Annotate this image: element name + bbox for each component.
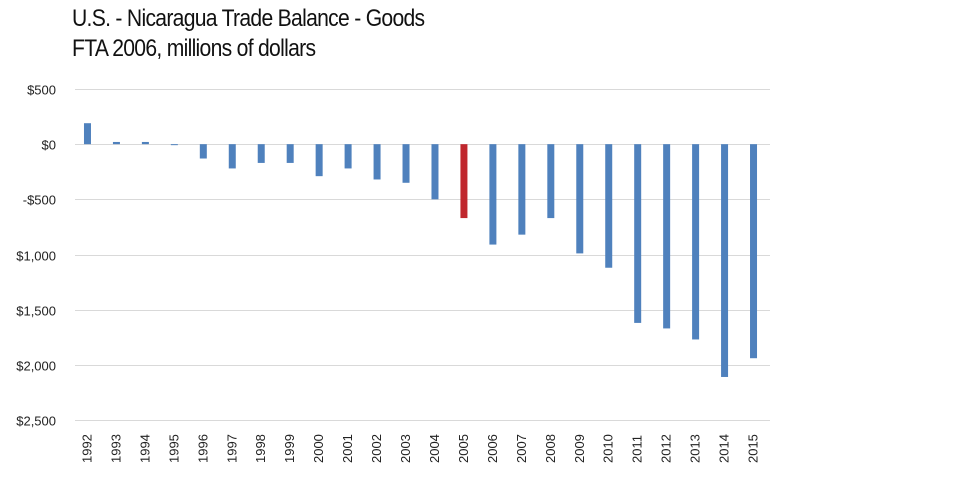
x-tick-label: 1992 [79,434,94,463]
x-tick-label: 1997 [224,434,239,463]
x-tick-label: 1999 [282,434,297,463]
y-tick-label: $1,000 [16,249,56,264]
y-tick-label: $0 [42,138,56,153]
x-tick-label: 1995 [166,434,181,463]
x-tick-label: 2003 [398,434,413,463]
bar-2004 [431,144,439,200]
y-axis-ticks: $500 $0 -$500 $1,000 $1,500 $2,000 $2,500 [16,83,56,429]
x-tick-label: 2010 [601,434,616,463]
bar-2015 [750,144,758,359]
x-tick-label: 2011 [630,435,645,463]
x-axis-ticks: 1992 1993 1994 1995 1996 1997 1998 1999 2000 2001… [79,434,760,463]
bar-2003 [402,144,410,183]
bar-1997 [228,144,236,169]
bar-2013 [692,144,700,340]
chart-title: U.S. - Nicaragua Trade Balance - Goods F… [72,4,425,64]
bars [83,123,758,377]
x-tick-label: 1993 [108,434,123,463]
y-tick-label: $2,500 [16,414,56,429]
x-tick-label: 2004 [427,434,442,463]
bar-2001 [344,144,352,169]
bar-1993 [112,141,120,145]
bar-2008 [547,144,555,219]
x-tick-label: 2014 [717,434,732,463]
bar-1994 [141,141,149,145]
x-tick-label: 2008 [543,434,558,463]
x-tick-label: 2015 [746,434,761,463]
x-tick-label: 1994 [137,434,152,463]
bar-1998 [257,144,265,163]
x-tick-label: 2009 [572,434,587,463]
chart-subtitle: FTA 2006, millions of dollars [72,35,316,62]
bar-2007 [518,144,526,235]
x-tick-label: 2000 [311,434,326,463]
bar-2006 [489,144,497,245]
x-tick-label: 2005 [456,434,471,463]
y-tick-label: $2,000 [16,359,56,374]
x-tick-label: 1998 [253,434,268,463]
x-tick-label: 2012 [659,434,674,463]
bar-highlight-2005 [460,144,468,219]
x-tick-label: 2006 [485,434,500,463]
x-tick-label: 2013 [688,434,703,463]
bar-2009 [576,144,584,254]
bar-2002 [373,144,381,180]
y-tick-label: $500 [27,83,56,98]
bar-1995 [170,144,178,146]
x-tick-label: 2001 [340,434,355,463]
bar-2014 [721,144,729,377]
x-tick-label: 1996 [195,434,210,463]
bar-1992 [83,123,91,145]
y-tick-label: -$500 [23,193,56,208]
bar-1999 [286,144,294,163]
bar-1996 [199,144,207,159]
gridlines [75,89,770,421]
bar-2012 [663,144,671,329]
bar-2000 [315,144,323,177]
bar-2011 [634,144,642,323]
y-tick-label: $1,500 [16,304,56,319]
x-tick-label: 2007 [514,434,529,463]
chart-title-line1: U.S. - Nicaragua Trade Balance - Goods [72,5,425,32]
bar-2010 [605,144,613,268]
x-tick-label: 2002 [369,434,384,463]
